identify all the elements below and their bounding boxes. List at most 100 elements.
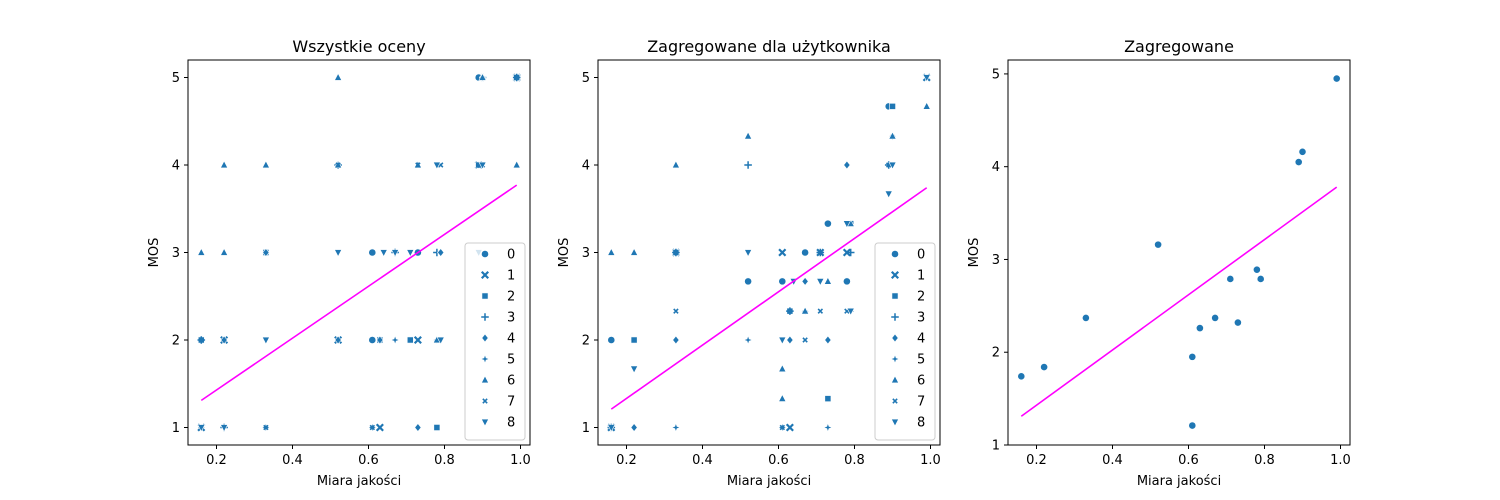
legend-marker	[892, 398, 898, 404]
y-tick-label: 1	[172, 421, 180, 436]
data-point	[672, 248, 680, 257]
x-axis-label: Miara jakości	[317, 474, 401, 489]
data-point	[744, 161, 752, 169]
data-point	[437, 248, 445, 257]
x-tick-label: 0.8	[434, 453, 455, 468]
data-point	[786, 335, 794, 345]
data-point	[801, 248, 809, 257]
data-point	[817, 308, 824, 314]
data-point	[778, 277, 787, 286]
data-point	[672, 424, 680, 431]
data-point	[778, 248, 787, 257]
legend-label: 3	[917, 311, 925, 326]
data-point	[368, 336, 377, 344]
y-axis-label: MOS	[557, 238, 572, 268]
legend-marker	[890, 270, 900, 280]
data-point	[744, 277, 752, 286]
legend-frame	[874, 242, 936, 441]
data-point	[1298, 147, 1307, 156]
data-point	[671, 160, 680, 169]
data-point	[744, 131, 753, 140]
axes-frame	[187, 59, 531, 446]
data-point	[802, 337, 808, 343]
subplot-1: Wszystkie oceny 0.2 0.4 0.6 0.8 1.0 1 2 3 4 5 Miara…	[147, 37, 531, 489]
legend-marker	[481, 355, 489, 363]
legend-label: 7	[917, 395, 925, 410]
legend-label: 4	[507, 332, 515, 347]
legend: 0 1 2 3 4 5 6 7 8	[464, 242, 526, 441]
data-point	[220, 247, 229, 256]
data-point	[823, 276, 832, 285]
data-point	[406, 249, 415, 258]
legend-label: 1	[507, 269, 515, 284]
data-point	[1040, 363, 1048, 371]
y-tick-label: 4	[582, 159, 590, 174]
data-point	[334, 249, 343, 258]
legend-label: 2	[917, 290, 925, 305]
axes-frame	[597, 59, 941, 446]
series-4	[630, 131, 897, 432]
axes-frame	[1007, 59, 1351, 446]
legend-marker	[481, 250, 489, 258]
x-tick-label: 0.2	[1026, 453, 1047, 468]
x-tick-label: 0.6	[358, 453, 379, 468]
data-point	[884, 190, 893, 199]
y-tick-label: 2	[172, 334, 180, 349]
y-tick-label: 2	[992, 346, 1000, 361]
data-point	[1294, 158, 1303, 166]
y-tick-label: 5	[582, 71, 590, 86]
data-point	[432, 161, 441, 170]
data-point	[824, 219, 832, 228]
x-tick-label: 0.8	[1254, 453, 1275, 468]
data-point	[376, 335, 384, 345]
data-point	[785, 423, 794, 432]
data-point	[334, 335, 342, 345]
data-point	[630, 423, 638, 432]
x-tick-label: 0.2	[616, 453, 637, 468]
data-point	[1226, 275, 1235, 283]
data-point	[335, 162, 341, 168]
legend-label: 2	[507, 290, 515, 305]
data-point	[922, 101, 931, 110]
data-point	[436, 336, 445, 345]
data-point	[197, 247, 206, 256]
data-point	[391, 249, 400, 258]
regression-line	[1020, 186, 1338, 417]
subplot-3: Zagregowane 0.2 0.4 0.6 0.8 1.0 1 2 3 4 5 Miara jak…	[967, 37, 1351, 489]
data-point	[1017, 372, 1026, 381]
data-point	[478, 161, 487, 170]
x-tick-label: 0.6	[1178, 453, 1199, 468]
legend-label: 6	[917, 374, 925, 389]
legend-marker	[891, 250, 899, 258]
data-point	[824, 335, 832, 345]
plot-area	[1017, 74, 1341, 430]
data-point	[414, 423, 422, 432]
plot-area	[197, 72, 521, 433]
data-point	[816, 278, 825, 286]
regression-line	[200, 184, 518, 402]
data-point	[1196, 324, 1204, 333]
data-point	[888, 161, 897, 170]
legend-label: 4	[917, 332, 925, 347]
series-8	[197, 161, 487, 433]
y-tick-label: 1	[992, 439, 1000, 454]
legend-frame	[464, 242, 526, 441]
data-point	[816, 248, 825, 257]
data-point	[843, 277, 851, 286]
data-point	[630, 247, 639, 256]
data-point	[778, 364, 787, 373]
series-0	[607, 102, 893, 344]
data-point	[630, 336, 638, 344]
regression-line	[610, 187, 928, 410]
x-tick-label: 1.0	[1330, 453, 1351, 468]
data-point	[846, 248, 855, 257]
subplot-title: Zagregowane	[1124, 37, 1234, 56]
series-points	[1017, 74, 1341, 430]
x-tick-label: 0.4	[692, 453, 713, 468]
data-point	[406, 336, 414, 344]
data-point	[846, 307, 855, 316]
data-point	[220, 160, 229, 169]
data-point	[673, 308, 679, 314]
legend-marker	[891, 292, 899, 300]
data-point	[922, 74, 931, 83]
